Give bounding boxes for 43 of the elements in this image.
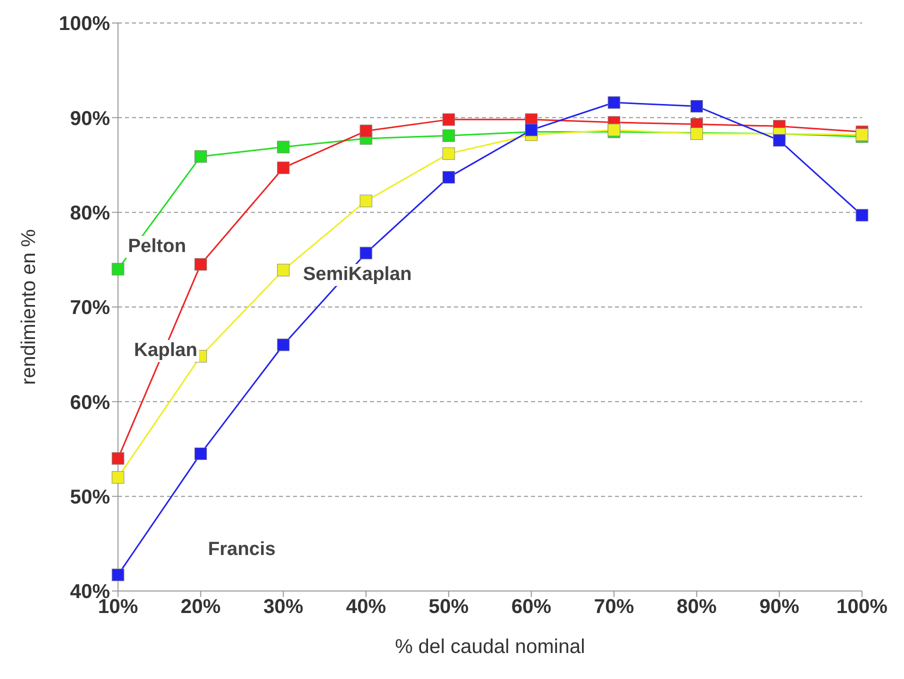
annotation: Kaplan [132, 340, 200, 362]
annotation: Francis [206, 539, 278, 561]
x-tick-label: 90% [759, 596, 800, 618]
point [442, 171, 455, 184]
x-tick-label: 60% [511, 596, 552, 618]
x-axis-title: % del caudal nominal [394, 636, 586, 658]
annotation: SemiKaplan [301, 264, 414, 286]
point [773, 134, 786, 147]
point [112, 262, 124, 276]
point [194, 150, 207, 163]
point [194, 447, 207, 460]
y-tick-label: 90% [70, 108, 110, 130]
x-tick-label: 70% [594, 596, 634, 618]
point [360, 246, 372, 260]
point [194, 258, 207, 271]
y-tick-label: 100% [58, 13, 110, 36]
point [277, 264, 290, 276]
y-tick-label: 60% [70, 392, 110, 414]
point [360, 124, 372, 138]
point [360, 194, 372, 208]
point [112, 452, 124, 465]
x-tick-label: 100% [836, 596, 888, 618]
point [442, 113, 455, 126]
x-tick-label: 30% [263, 596, 304, 618]
y-tick-label: 50% [70, 486, 110, 508]
point [690, 100, 703, 113]
x-tick-label: 20% [180, 596, 221, 618]
x-tick-label: 50% [428, 596, 469, 618]
x-tick-label: 40% [346, 596, 386, 618]
y-tick-label: 80% [70, 202, 110, 224]
x-tick-label: 80% [676, 596, 717, 618]
point [442, 147, 455, 160]
annotation: Pelton [126, 236, 188, 258]
point [277, 162, 290, 174]
point [277, 140, 290, 154]
point [112, 471, 124, 484]
point [608, 96, 620, 109]
point [856, 208, 868, 222]
point [277, 338, 290, 352]
y-tick-label: 70% [70, 297, 110, 320]
point [442, 129, 455, 142]
point [112, 568, 124, 582]
y-axis-title: rendimiento en % [18, 228, 40, 385]
